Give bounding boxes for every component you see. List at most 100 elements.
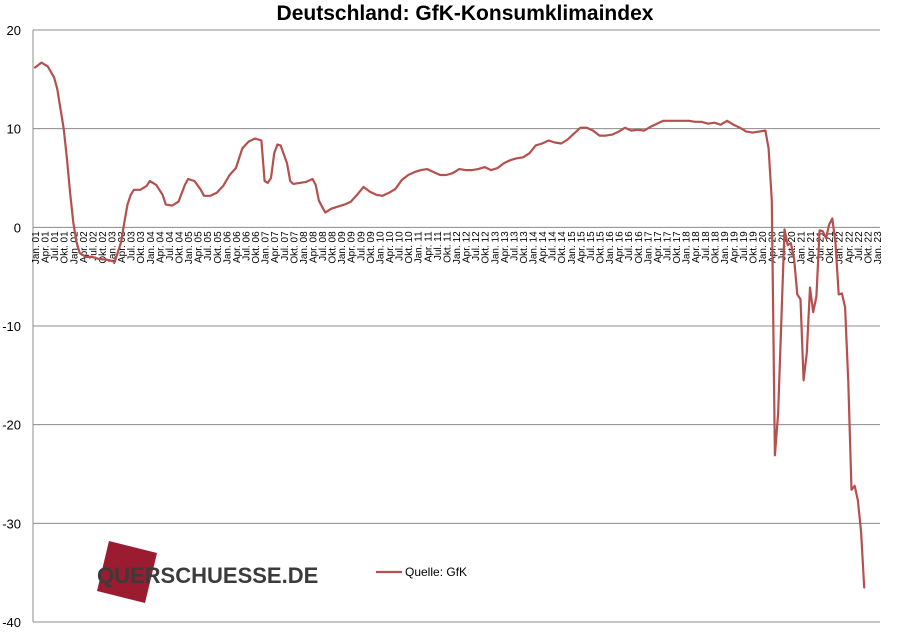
x-tick-label: Apr. 13 (500, 231, 511, 263)
x-tick-label: Jan. 17 (643, 231, 654, 264)
x-tick-label: Okt. 05 (213, 231, 224, 264)
x-tick-label: Okt. 18 (710, 231, 721, 264)
x-tick-label: Apr. 14 (538, 231, 549, 263)
x-tick-label: Jul. 04 (165, 231, 176, 261)
x-tick-label: Apr. 10 (385, 231, 396, 263)
x-tick-label: Jan. 16 (605, 231, 616, 264)
x-tick-label: Jul. 15 (586, 231, 597, 261)
x-tick-label: Jul. 22 (854, 231, 865, 261)
x-tick-label: Jul. 07 (280, 231, 291, 261)
x-tick-label: Jul. 08 (318, 231, 329, 261)
series-group (33, 61, 866, 589)
x-tick-label: Jul. 13 (509, 231, 520, 261)
x-tick-label: Jul. 10 (395, 231, 406, 261)
x-tick-label: Jul. 12 (471, 231, 482, 261)
x-tick-label: Apr. 11 (423, 231, 434, 262)
x-tick-label: Jan. 09 (337, 231, 348, 264)
x-tick-label: Apr. 12 (462, 231, 473, 263)
x-tick-label: Jan. 06 (222, 231, 233, 264)
x-tick-label: Apr. 05 (194, 231, 205, 263)
x-tick-label: Okt. 16 (634, 231, 645, 264)
x-tick-label: Jan. 01 (31, 231, 42, 264)
y-axis: 20 10 0 -10 -20 -30 -40 (2, 23, 34, 630)
x-tick-label: Jan. 14 (529, 231, 540, 264)
x-tick-label: Okt. 22 (863, 231, 874, 264)
x-tick-label: Jan. 21 (796, 231, 807, 264)
x-tick-label: Jul. 17 (663, 231, 674, 261)
x-tick-label: Okt. 11 (442, 231, 453, 263)
x-tick-label: Apr. 04 (155, 231, 166, 263)
x-tick-label: Apr. 07 (270, 231, 281, 263)
y-tick-label: -40 (2, 615, 21, 630)
x-tick-label: Okt. 21 (825, 231, 836, 264)
x-tick-label: Okt. 04 (175, 231, 186, 264)
x-tick-label: Jan. 08 (299, 231, 310, 264)
y-tick-label: -30 (2, 516, 21, 531)
x-tick-label: Jul. 19 (739, 231, 750, 261)
x-tick-label: Apr. 06 (232, 231, 243, 263)
x-tick-label: Jul. 18 (701, 231, 712, 261)
watermark-logo: QUERSCHUESSE.DE (97, 541, 318, 603)
x-tick-label: Apr. 21 (806, 231, 817, 263)
x-tick-label: Jul. 21 (816, 231, 827, 261)
gridlines (33, 29, 880, 623)
x-tick-label: Jan. 19 (720, 231, 731, 264)
x-tick-label: Jan. 11 (414, 231, 425, 263)
x-tick-label: Jan. 13 (490, 231, 501, 264)
x-tick-label: Apr. 01 (41, 231, 52, 263)
x-tick-label: Okt. 03 (136, 231, 147, 264)
x-tick-label: Apr. 09 (347, 231, 358, 263)
x-tick-label: Okt. 12 (481, 231, 492, 264)
x-tick-label: Okt. 06 (251, 231, 262, 264)
x-tick-label: Jul. 14 (548, 231, 559, 261)
y-tick-label: 20 (7, 23, 21, 38)
x-tick-label: Okt. 07 (289, 231, 300, 264)
x-tick-label: Apr. 08 (308, 231, 319, 263)
logo-emblem (97, 541, 157, 603)
y-tick-label: 10 (7, 122, 21, 137)
x-tick-label: Jul. 11 (433, 231, 444, 260)
x-tick-label: Jul. 20 (777, 231, 788, 261)
x-tick-label: Jul. 02 (88, 231, 99, 261)
x-tick-label: Jan. 04 (146, 231, 157, 264)
x-tick-label: Jan. 22 (835, 231, 846, 264)
x-tick-label: Okt. 02 (98, 231, 109, 264)
x-tick-label: Jul. 05 (203, 231, 214, 261)
x-tick-label: Apr. 17 (653, 231, 664, 263)
x-tick-label: Jan. 23 (873, 231, 884, 264)
x-tick-label: Jan. 05 (184, 231, 195, 264)
legend: Quelle: GfK (376, 565, 467, 579)
x-tick-label: Apr. 18 (691, 231, 702, 263)
x-tick-label: Jan. 07 (261, 231, 272, 264)
x-tick-label: Jul. 16 (624, 231, 635, 261)
x-tick-label: Jan. 10 (375, 231, 386, 264)
x-tick-label: Apr. 16 (615, 231, 626, 263)
x-tick-label: Jan. 20 (758, 231, 769, 264)
x-tick-label: Okt. 15 (596, 231, 607, 264)
x-tick-label: Jan. 02 (69, 231, 80, 264)
x-tick-label: Okt. 10 (404, 231, 415, 264)
x-tick-label: Jul. 06 (242, 231, 253, 261)
x-tick-label: Apr. 19 (729, 231, 740, 263)
y-tick-label: -10 (2, 319, 21, 334)
y-tick-label: -20 (2, 418, 21, 433)
x-tick-label: Okt. 13 (519, 231, 530, 264)
logo-text: QUERSCHUESSE.DE (97, 563, 318, 588)
x-tick-label: Jan. 12 (452, 231, 463, 264)
x-tick-label: Apr. 02 (79, 231, 90, 263)
x-tick-label: Jul. 01 (50, 231, 61, 261)
x-tick-label: Apr. 22 (844, 231, 855, 263)
x-tick-label: Okt. 01 (60, 231, 71, 264)
x-tick-label: Jul. 09 (356, 231, 367, 261)
x-tick-label: Jan. 18 (682, 231, 693, 264)
x-tick-label: Okt. 19 (749, 231, 760, 264)
x-tick-label: Jan. 03 (108, 231, 119, 264)
x-tick-label: Okt. 14 (557, 231, 568, 264)
series-line (33, 61, 866, 589)
x-tick-label: Apr. 03 (117, 231, 128, 263)
x-tick-label: Okt. 09 (366, 231, 377, 264)
legend-label: Quelle: GfK (405, 565, 467, 579)
